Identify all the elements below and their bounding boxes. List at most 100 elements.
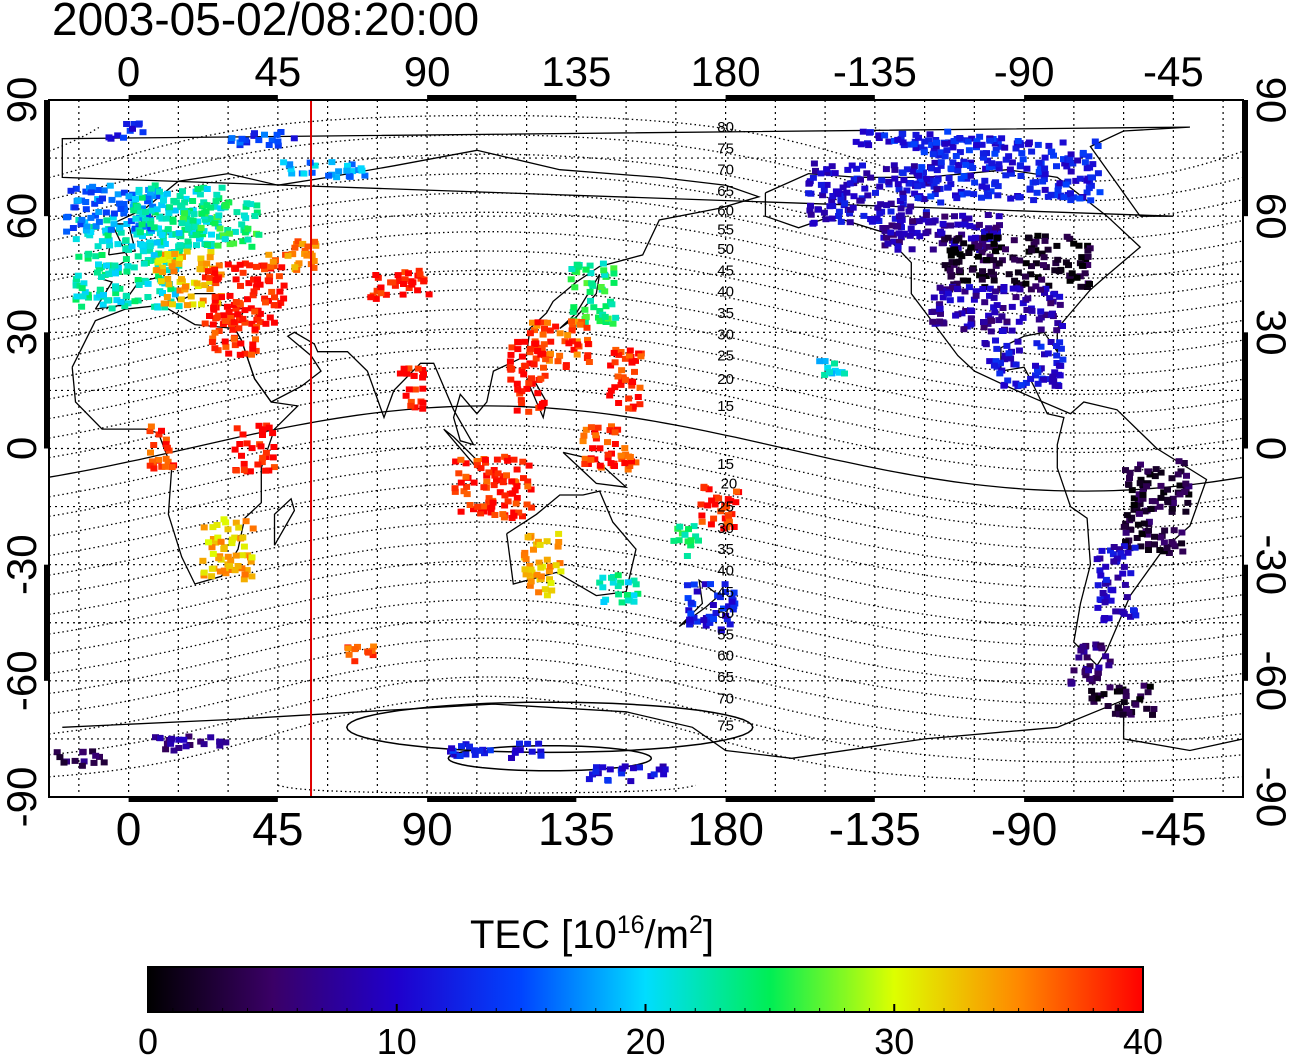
tec-point [239, 238, 247, 245]
tec-point [1149, 711, 1156, 718]
tec-point [1034, 366, 1041, 373]
tec-point [80, 758, 88, 765]
tec-point [1008, 303, 1016, 310]
tec-point [144, 198, 152, 205]
tec-point [264, 277, 272, 284]
tec-point [75, 253, 83, 260]
tec-point [108, 265, 116, 272]
tec-point [462, 473, 470, 480]
tec-point [708, 497, 716, 504]
tec-point [971, 244, 979, 251]
tec-point [829, 193, 837, 199]
tec-point [937, 162, 945, 169]
tec-point [1096, 596, 1104, 603]
tec-point [533, 322, 541, 329]
tec-point [253, 263, 260, 270]
tec-point [168, 263, 176, 270]
tec-point [123, 221, 131, 227]
tec-point [537, 748, 545, 755]
tec-point [520, 371, 528, 378]
tec-point [986, 253, 994, 260]
tec-point [995, 213, 1003, 220]
tec-point [238, 452, 245, 459]
tec-point [1144, 689, 1152, 696]
tec-point [153, 206, 161, 213]
tec-point [1075, 242, 1083, 249]
tec-point [128, 243, 136, 250]
tec-point [1040, 254, 1048, 261]
tec-point [513, 407, 521, 414]
tec-point [499, 479, 507, 486]
tec-point [857, 176, 864, 183]
tec-point [712, 610, 720, 616]
tec-point [926, 131, 934, 138]
tec-point [951, 213, 958, 220]
tec-point [569, 308, 577, 315]
tec-point [1055, 371, 1062, 378]
tec-point [925, 218, 932, 225]
tec-point [147, 423, 155, 430]
tec-point [911, 190, 919, 197]
tec-point [135, 121, 143, 128]
tec-point [508, 344, 516, 351]
tec-point [248, 554, 256, 561]
tec-point [1124, 549, 1132, 556]
tec-point [959, 277, 967, 284]
tec-point [920, 169, 927, 176]
tec-point [148, 458, 156, 465]
tec-point [988, 268, 995, 275]
tec-point [501, 453, 509, 460]
tec-point [219, 232, 227, 239]
tec-point [239, 315, 247, 322]
tec-point [211, 297, 219, 304]
tec-point [245, 280, 253, 287]
tec-point [1050, 152, 1057, 159]
tec-point [1002, 172, 1010, 179]
tec-point [607, 362, 615, 369]
tec-point [1115, 684, 1123, 691]
tec-point [1185, 491, 1193, 498]
tec-point [552, 323, 560, 330]
tec-point [1037, 308, 1045, 315]
tec-point [980, 245, 988, 251]
tec-point [1083, 189, 1091, 196]
tec-point [1105, 662, 1113, 669]
tec-point [720, 525, 728, 532]
tec-point [826, 369, 833, 376]
tec-point [411, 386, 419, 393]
tec-point [176, 242, 184, 249]
tec-point [193, 280, 201, 287]
tec-point [1140, 682, 1148, 689]
tec-point [523, 501, 531, 508]
tec-point [262, 299, 269, 306]
tec-point [419, 399, 427, 406]
tec-point [1096, 189, 1104, 196]
tec-point [535, 589, 543, 596]
tec-point [961, 288, 969, 295]
tec-point [1145, 527, 1152, 534]
tec-point [943, 147, 951, 154]
tec-point [528, 748, 536, 755]
tec-point [1023, 165, 1031, 172]
tec-point [837, 196, 845, 203]
tec-point [570, 304, 578, 311]
tec-point [1098, 645, 1106, 652]
tec-point [1032, 238, 1040, 245]
contour-label: 35 [717, 305, 734, 322]
tec-point [1041, 351, 1048, 358]
tec-point [681, 531, 689, 538]
tec-point [544, 319, 551, 326]
tec-point [243, 440, 251, 447]
tec-point [249, 346, 257, 353]
tec-point [967, 159, 975, 166]
tec-point [1094, 143, 1102, 149]
tec-point [215, 328, 223, 334]
tec-point [237, 282, 244, 289]
tec-point [169, 301, 176, 308]
tec-point [224, 261, 232, 268]
tec-point [514, 346, 522, 353]
tec-point [946, 267, 954, 274]
tec-point [131, 298, 139, 305]
tec-point [131, 225, 139, 232]
frame-bar-top [427, 95, 577, 100]
